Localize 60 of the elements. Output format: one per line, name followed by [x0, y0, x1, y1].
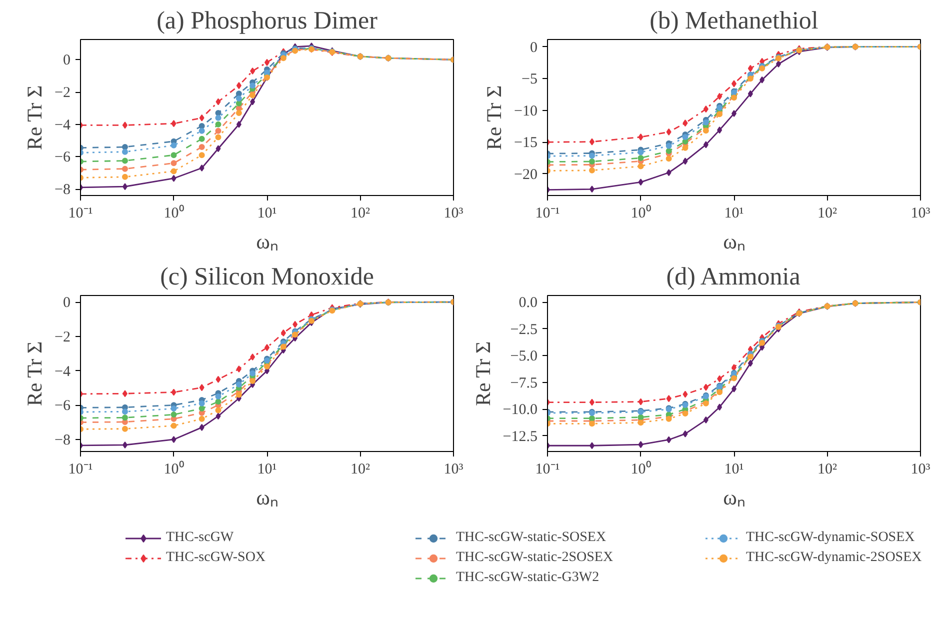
y-tick-label: 0 — [63, 52, 70, 69]
y-tick-label: −4 — [54, 117, 71, 134]
legend-label: THC-scGW-static-2SOSEX — [456, 549, 614, 567]
y-tick-label: 0 — [530, 40, 538, 56]
y-tick-label: −10 — [514, 103, 538, 120]
x-tick-label: 10⁻¹ — [535, 462, 560, 478]
x-tick-label: 10⁻¹ — [535, 206, 560, 222]
x-tick-label: 10³ — [910, 206, 931, 222]
y-tick-label: 0.0 — [518, 295, 538, 312]
x-tick-label: 10¹ — [257, 462, 277, 478]
legend-label: THC-scGW-dynamic-2SOSEX — [746, 549, 922, 567]
x-axis-title: ωₙ — [723, 486, 745, 510]
y-tick-label: −5.0 — [510, 348, 538, 365]
y-tick-label: −2 — [54, 85, 71, 102]
x-tick-label: 10¹ — [257, 206, 277, 222]
y-tick-label: −8 — [54, 182, 71, 198]
y-axis-title: Re Tr Σ — [482, 85, 506, 150]
y-tick-label: −8 — [54, 432, 71, 448]
y-tick-label: −5 — [522, 72, 538, 88]
x-tick-label: 10¹ — [724, 206, 744, 222]
legend-label: THC-scGW-static-G3W2 — [456, 569, 600, 587]
legend-label: THC-scGW-dynamic-SOSEX — [746, 529, 915, 547]
x-tick-label: 10¹ — [724, 462, 744, 478]
x-tick-label: 10³ — [910, 462, 931, 478]
chart-title: (b) Methanethiol — [650, 8, 818, 34]
y-tick-label: −15 — [514, 135, 538, 152]
y-axis-title: Re Tr Σ — [470, 341, 495, 406]
y-tick-label: −20 — [514, 166, 538, 183]
x-tick-label: 10⁰ — [630, 460, 651, 478]
chart-title: (a) Phosphorus Dimer — [156, 8, 378, 34]
chart-title: (c) Silicon Monoxide — [160, 264, 374, 290]
x-tick-label: 10⁻¹ — [68, 206, 93, 222]
y-tick-label: −10.0 — [502, 402, 538, 418]
y-tick-label: 0 — [63, 295, 70, 312]
legend-label: THC-scGW-SOX — [166, 549, 266, 567]
x-tick-label: 10⁰ — [164, 460, 184, 478]
y-tick-label: −7.5 — [510, 375, 538, 392]
x-tick-label: 10⁻¹ — [68, 462, 93, 478]
x-axis-title: ωₙ — [256, 486, 278, 510]
legend-label: THC-scGW-static-SOSEX — [456, 529, 606, 547]
y-axis-title: Re Tr Σ — [22, 85, 47, 150]
y-tick-label: −4 — [54, 364, 71, 380]
x-tick-label: 10³ — [444, 462, 464, 478]
x-tick-label: 10³ — [444, 206, 464, 222]
y-tick-label: −6 — [54, 398, 71, 414]
x-tick-label: 10⁰ — [630, 204, 651, 222]
x-tick-label: 10² — [818, 462, 838, 478]
y-tick-label: −2 — [54, 329, 71, 346]
x-tick-label: 10² — [350, 206, 370, 222]
x-tick-label: 10² — [350, 462, 370, 478]
y-axis-title: Re Tr Σ — [22, 341, 47, 406]
y-tick-label: −12.5 — [502, 428, 538, 445]
x-axis-title: ωₙ — [723, 230, 745, 254]
x-tick-label: 10⁰ — [164, 204, 184, 222]
legend-label: THC-scGW — [166, 529, 234, 547]
x-axis-title: ωₙ — [256, 230, 278, 254]
y-tick-label: −2.5 — [510, 322, 538, 338]
chart-title: (d) Ammonia — [666, 264, 800, 290]
y-tick-label: −6 — [54, 150, 71, 166]
x-tick-label: 10² — [818, 206, 838, 222]
